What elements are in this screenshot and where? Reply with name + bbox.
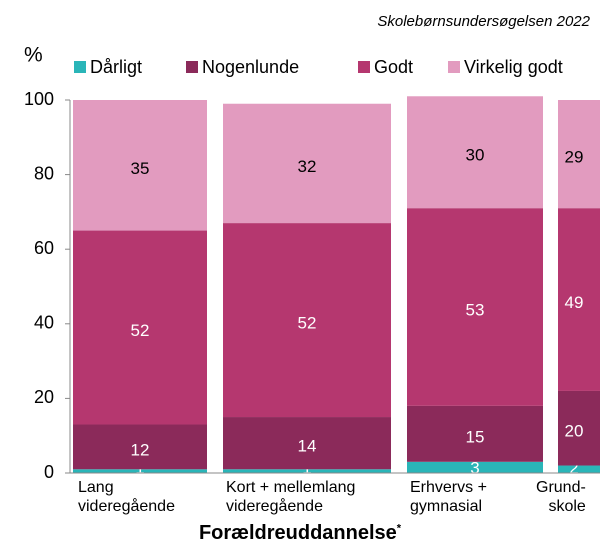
- data-label: 14: [298, 437, 317, 456]
- legend-swatch: [448, 61, 460, 73]
- x-tick-label: Grund- skole: [536, 479, 586, 515]
- source: Skolebørnsundersøgelsen 2022: [377, 13, 590, 30]
- bar-segment: [558, 465, 600, 473]
- data-label: 2: [569, 458, 578, 477]
- legend-label: Virkelig godt: [464, 57, 563, 77]
- bar-segment: [223, 417, 391, 470]
- bar-segment: [73, 100, 207, 231]
- bar-segment: [223, 223, 391, 418]
- x-tick-label: Kort + mellemlang videregående: [226, 479, 356, 515]
- y-tick-label: 60: [34, 238, 54, 258]
- data-label: 15: [466, 427, 485, 446]
- data-label: 12: [131, 440, 150, 459]
- legend-swatch: [358, 61, 370, 73]
- data-label: 29: [565, 148, 584, 167]
- legend-swatch: [186, 61, 198, 73]
- bar-segment: [73, 469, 207, 473]
- x-tick-label: Erhvervs + gymnasial: [410, 479, 487, 515]
- bar-segment: [558, 208, 600, 391]
- bar-segment: [73, 424, 207, 470]
- x-title-note: *: [396, 522, 402, 535]
- data-label: 52: [131, 321, 150, 340]
- bar-segment: [407, 461, 543, 473]
- data-label: 52: [298, 314, 317, 333]
- bar-segment: [407, 405, 543, 462]
- data-label: 49: [565, 293, 584, 312]
- y-tick-label: 40: [34, 313, 54, 333]
- bar-segment: [223, 103, 391, 224]
- data-label: 32: [298, 157, 317, 176]
- bar-segment: [558, 390, 600, 466]
- y-tick-label: 0: [44, 462, 54, 482]
- bar-segment: [223, 469, 391, 473]
- data-label: 20: [565, 422, 584, 441]
- bar-segment: [73, 230, 207, 425]
- data-label: 53: [466, 300, 485, 319]
- bar-segment: [407, 208, 543, 406]
- x-tick-label: Lang videregående: [78, 479, 175, 515]
- y-tick-label: 20: [34, 387, 54, 407]
- bar-segment: [558, 100, 600, 209]
- data-label: 3: [470, 458, 479, 477]
- legend-label: Dårligt: [90, 57, 142, 77]
- legend-label: Godt: [374, 57, 413, 77]
- bar-segment: [407, 96, 543, 209]
- x-axis-title: Forældreuddannelse*: [0, 522, 600, 545]
- x-title-text: Forældreuddannelse: [198, 522, 397, 544]
- data-label: 30: [466, 146, 485, 165]
- legend-label: Nogenlunde: [202, 57, 299, 77]
- legend-swatch: [74, 61, 86, 73]
- y-tick-label: 100: [24, 89, 54, 109]
- data-label: 35: [131, 159, 150, 178]
- y-unit: %: [24, 44, 43, 67]
- y-tick-label: 80: [34, 163, 54, 183]
